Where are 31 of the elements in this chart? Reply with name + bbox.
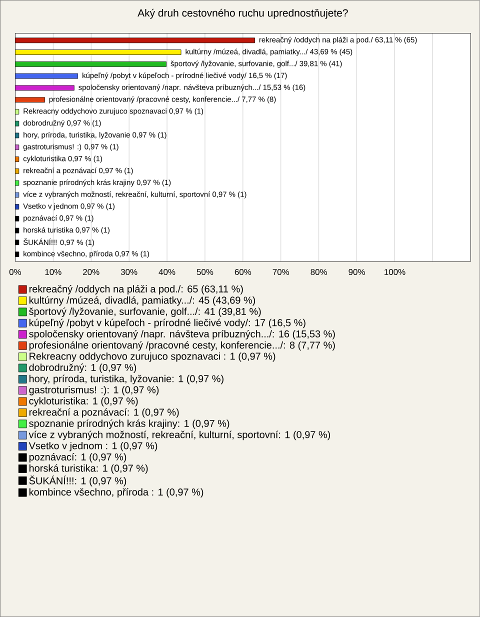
legend-label: spoznanie prírodných krás krajiny: 1 (0,97 %): [29, 419, 230, 429]
legend-label: poznávací: 1 (0,97 %): [30, 453, 126, 462]
legend-label: ŠUKÁNÍ!!!: 1 (0,97 %): [29, 476, 126, 486]
x-tick-label: 90%: [348, 269, 366, 275]
legend-label: kúpeľný /pobyt v kúpeľoch - prírodné liečivé vody/: 17 (16,5 %): [30, 318, 306, 328]
legend-label: kombince všechno, příroda : 1 (0,97 %): [30, 488, 204, 498]
legend-label: kultúrny /múzeá, divadlá, pamiatky.../: 45 (43,69 %): [30, 296, 256, 306]
legend-label: dobrodružný: 1 (0,97 %): [29, 364, 136, 373]
x-tick-label: 20%: [83, 269, 100, 275]
legend-label: rekreačný /oddych na pláži a pod./: 65 (63,11 %): [30, 285, 243, 294]
legend-label: gastroturismus! :): 1 (0,97 %): [29, 386, 159, 396]
x-tick-label: 80%: [310, 269, 328, 275]
x-tick-label: 10%: [45, 269, 62, 275]
legend-label: spoločensky orientovaný /napr. návšteva príbuzných.../: 16 (15,53 %): [29, 330, 335, 340]
x-tick-label: 60%: [234, 269, 252, 275]
legend-label: horská turistika: 1 (0,97 %): [30, 464, 148, 474]
legend-label: Vsetko v jednom : 1 (0,97 %): [28, 442, 158, 452]
legend-label: cykloturistika: 1 (0,97 %): [29, 397, 138, 406]
legend-label: Rekreacny oddychovo zurujuco spoznavaci : 1 (0,97 %): [30, 352, 276, 362]
chart-title: Aký druh cestovného ruchu uprednostňujete?: [138, 8, 348, 19]
x-tick-label: 70%: [272, 269, 290, 275]
legend-label: hory, príroda, turistika, lyžovanie: 1 (0,97 %): [30, 374, 224, 384]
x-tick-label: 50%: [196, 269, 214, 275]
x-tick-label: 0%: [9, 269, 22, 275]
x-tick-label: 30%: [120, 269, 138, 275]
x-tick-label: 40%: [158, 269, 176, 275]
legend-label: rekreační a poznávací: 1 (0,97 %): [30, 408, 179, 418]
legend-label: více z vybraných možností, rekreační, kulturní, sportovní: 1 (0,97 %): [28, 430, 330, 440]
legend-label: športový /lyžovanie, surfovanie, golf.../: 41 (39,81 %): [29, 308, 261, 317]
x-tick-label: 100%: [384, 269, 406, 275]
legend-label: profesionálne orientovaný /pracovné cesty, konferencie.../: 8 (7,77 %): [30, 341, 335, 351]
